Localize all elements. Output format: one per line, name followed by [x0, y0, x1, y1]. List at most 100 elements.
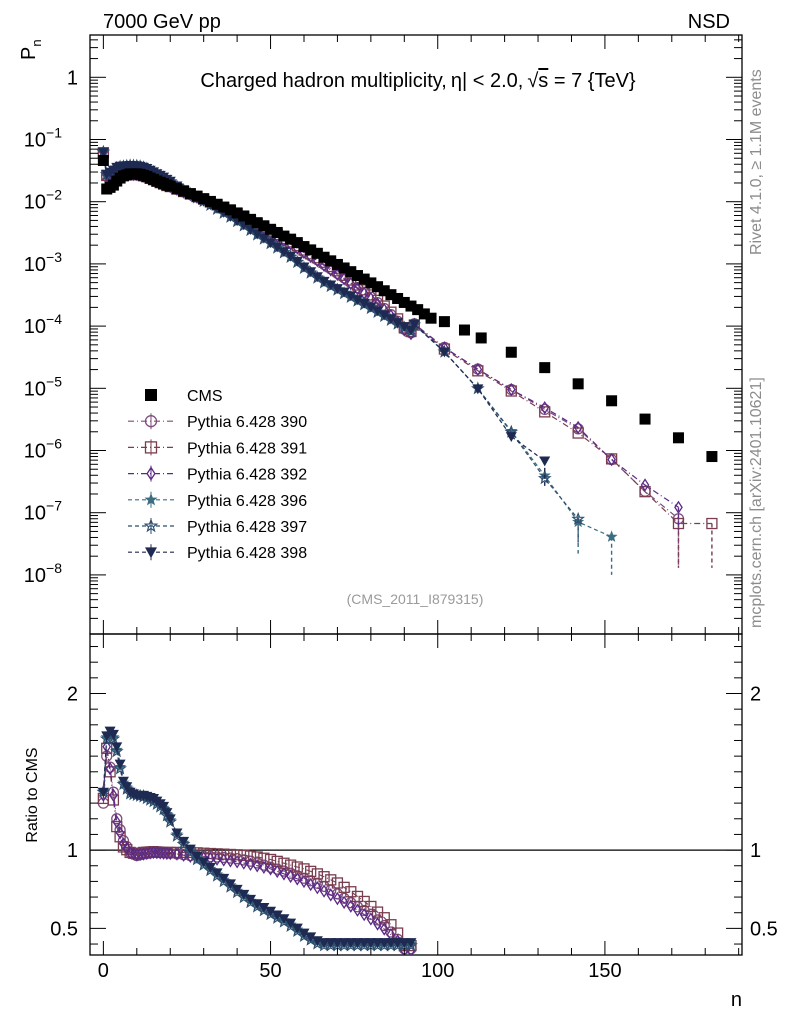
- legend-marker: [143, 518, 159, 533]
- ratio-point: [211, 848, 223, 860]
- title-energy: = 7 {TeV}: [548, 70, 636, 92]
- legend-label: CMS: [187, 388, 223, 405]
- y-axis-label-sub: n: [29, 39, 44, 46]
- y-tick-exponent: −1: [46, 124, 62, 140]
- cms-point: [238, 210, 250, 222]
- data-point: [346, 276, 356, 291]
- cms-point: [164, 180, 176, 192]
- data-point: [573, 420, 583, 435]
- ratio-point: [292, 872, 302, 886]
- legend-marker: [144, 492, 158, 506]
- ratio-panel: 0 50 100 150 0.5 0.5 1 1 2 2: [50, 634, 778, 982]
- cms-point: [392, 292, 404, 304]
- data-point: [472, 384, 484, 395]
- legend: CMS Pythia 6.428 390 Pythia 6.428 391 Pythi…: [128, 388, 307, 562]
- ratio-point: [162, 846, 172, 861]
- data-point: [251, 229, 263, 240]
- data-point: [325, 280, 337, 291]
- series-4: [97, 145, 618, 575]
- data-point: [540, 400, 550, 415]
- cms-point: [305, 244, 317, 256]
- ratio-series-4: [97, 727, 418, 950]
- data-point: [539, 406, 551, 418]
- ratio-point: [114, 824, 126, 836]
- data-point: [378, 310, 390, 321]
- data-point: [473, 362, 483, 377]
- ratio-y-axis-label: Ratio to CMS: [24, 747, 41, 842]
- y-tick-label: 10−7: [24, 498, 62, 525]
- ratio-point: [251, 851, 263, 863]
- ratio-point: [326, 888, 336, 902]
- cms-point: [291, 237, 303, 249]
- cms-point: [378, 285, 390, 297]
- ratio-point: [198, 857, 210, 868]
- cms-point: [251, 217, 263, 229]
- ratio-point: [232, 855, 242, 869]
- y-tick-base: 10: [24, 316, 46, 338]
- data-point: [505, 432, 517, 442]
- ratio-point: [159, 846, 168, 860]
- cms-point: [351, 270, 363, 282]
- title-cut: | < 2.0,: [462, 70, 523, 92]
- y-axis-label-main: P: [18, 47, 40, 60]
- title-s: s: [538, 70, 548, 92]
- y-tick-exponent: −7: [46, 498, 62, 514]
- data-point: [571, 511, 586, 525]
- cms-point: [191, 190, 203, 202]
- ratio-point: [164, 814, 176, 825]
- ratio-point: [204, 862, 216, 873]
- cms-point: [365, 277, 377, 289]
- data-point: [298, 262, 310, 273]
- ratio-series-3: [99, 740, 416, 955]
- data-point: [365, 302, 377, 313]
- y-tick-exponent: −3: [46, 249, 62, 265]
- cms-point: [475, 332, 487, 344]
- ratio-point: [218, 873, 230, 884]
- ratio-point: [325, 874, 337, 886]
- legend-entry-0: CMS: [145, 388, 223, 405]
- data-point: [372, 306, 384, 317]
- y-tick-base: 10: [24, 503, 46, 525]
- ratio-point: [272, 864, 282, 879]
- ratio-point: [266, 862, 275, 876]
- cms-point: [425, 312, 437, 324]
- ratio-point: [279, 867, 289, 881]
- series-5: [96, 144, 586, 543]
- ratio-point: [179, 848, 188, 862]
- series-line: [102, 151, 612, 538]
- y-tick-base: 10: [24, 254, 46, 276]
- series-line: [102, 153, 679, 520]
- data-point: [539, 456, 551, 467]
- ratio-series-6: [97, 726, 417, 948]
- series-line: [102, 151, 546, 462]
- title-main: Charged hadron multiplicity,: [200, 70, 446, 92]
- ratio-y-tick-label-left: 2: [67, 684, 78, 706]
- legend-entry-5: Pythia 6.428 397: [128, 518, 307, 536]
- data-point: [258, 233, 270, 244]
- ratio-point: [226, 854, 235, 868]
- ratio-point: [117, 776, 129, 787]
- ratio-y-tick-label-right: 2: [750, 684, 761, 706]
- ratio-point: [358, 904, 370, 917]
- x-tick-label: 0: [98, 960, 109, 982]
- cms-point: [672, 432, 684, 444]
- legend-label: Pythia 6.428 396: [187, 493, 307, 510]
- cms-point: [438, 316, 450, 328]
- cms-point: [171, 183, 183, 195]
- data-point: [640, 478, 650, 492]
- cms-point: [311, 247, 323, 259]
- legend-entry-2: Pythia 6.428 391: [128, 439, 307, 457]
- y-tick-label: 10−3: [24, 249, 62, 276]
- ratio-point: [171, 828, 183, 839]
- data-point: [97, 147, 109, 158]
- data-point: [674, 500, 683, 515]
- ratio-point: [258, 902, 270, 913]
- cms-point: [358, 273, 370, 285]
- ratio-line: [102, 733, 411, 947]
- ratio-point: [105, 761, 115, 776]
- data-point: [572, 427, 584, 439]
- data-point: [506, 382, 516, 397]
- y-tick-label: 10−4: [24, 311, 62, 338]
- cms-point: [405, 300, 417, 312]
- ratio-y-tick-label-left: 1: [67, 840, 78, 862]
